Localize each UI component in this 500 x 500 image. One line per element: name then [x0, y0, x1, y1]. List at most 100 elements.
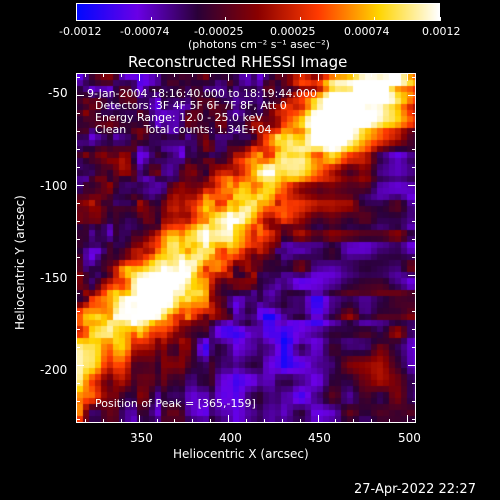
detectors-annotation: Detectors: 3F 4F 5F 6F 7F 8F, Att 0: [95, 99, 287, 112]
axis-tick-mark: [76, 239, 80, 240]
axis-tick-mark: [76, 185, 84, 186]
axis-tick-mark: [412, 383, 416, 384]
axis-tick-mark: [76, 149, 80, 150]
axis-tick-mark: [407, 73, 408, 81]
axis-tick-mark: [76, 203, 80, 204]
y-tick-label: -100: [40, 179, 68, 193]
colorbar-tick-label: -0.00025: [194, 25, 244, 38]
colorbar-tick-label: -0.00074: [120, 25, 170, 38]
axis-tick-mark: [335, 73, 336, 77]
axis-tick-mark: [353, 419, 354, 423]
axis-tick-mark: [210, 73, 211, 77]
axis-tick-mark: [76, 95, 84, 96]
axis-tick-mark: [76, 347, 80, 348]
axis-tick-mark: [76, 77, 80, 78]
colorbar-tick-label: 0.0012: [422, 25, 461, 38]
colorbar-tick-label: 0.00025: [270, 25, 316, 38]
axis-tick-mark: [371, 419, 372, 423]
axis-tick-mark: [76, 167, 80, 168]
colorbar-tick-label: 0.00074: [344, 25, 390, 38]
colorbar-tick-mark: [374, 17, 375, 21]
axis-tick-mark: [76, 257, 80, 258]
axis-tick-mark: [174, 419, 175, 423]
axis-tick-mark: [103, 419, 104, 423]
clean-annotation: Clean Total counts: 1.34E+04: [95, 123, 272, 136]
axis-tick-mark: [412, 257, 416, 258]
axis-tick-mark: [157, 73, 158, 77]
axis-tick-mark: [412, 221, 416, 222]
axis-tick-mark: [318, 73, 319, 81]
axis-tick-mark: [389, 73, 390, 77]
axis-tick-mark: [139, 415, 140, 423]
axis-tick-mark: [76, 293, 80, 294]
axis-tick-mark: [408, 95, 416, 96]
axis-tick-mark: [76, 221, 80, 222]
colorbar: [76, 3, 440, 21]
y-tick-label: -200: [40, 363, 68, 377]
axis-tick-mark: [412, 311, 416, 312]
axis-tick-mark: [85, 73, 86, 77]
axis-tick-mark: [412, 239, 416, 240]
axis-tick-mark: [76, 131, 80, 132]
colorbar-tick-mark: [440, 17, 441, 21]
axis-tick-mark: [412, 149, 416, 150]
axis-tick-mark: [103, 73, 104, 77]
rhessi-image: 9-Jan-2004 18:16:40.000 to 18:19:44.000 …: [76, 73, 416, 423]
axis-tick-mark: [412, 293, 416, 294]
y-tick-label: -50: [48, 86, 68, 100]
axis-tick-mark: [412, 401, 416, 402]
axis-tick-mark: [412, 419, 416, 420]
axis-tick-mark: [335, 419, 336, 423]
colorbar-tick-mark: [151, 17, 152, 21]
x-tick-label: 350: [130, 431, 153, 445]
axis-tick-mark: [371, 73, 372, 77]
axis-tick-mark: [408, 185, 416, 186]
colorbar-tick-mark: [76, 17, 77, 21]
peak-position-annotation: Position of Peak = [365,-159]: [95, 397, 256, 410]
axis-tick-mark: [282, 73, 283, 77]
axis-tick-mark: [210, 419, 211, 423]
axis-tick-mark: [246, 73, 247, 77]
image-title: Reconstructed RHESSI Image: [128, 53, 348, 71]
energy-range-annotation: Energy Range: 12.0 - 25.0 keV: [95, 111, 263, 124]
axis-tick-mark: [76, 113, 80, 114]
axis-tick-mark: [264, 73, 265, 77]
heatmap-canvas: [77, 74, 415, 422]
axis-tick-mark: [76, 365, 84, 366]
time-range-annotation: 9-Jan-2004 18:16:40.000 to 18:19:44.000: [87, 87, 317, 100]
axis-tick-mark: [228, 73, 229, 81]
y-axis-label: Heliocentric Y (arcsec): [13, 195, 27, 330]
x-tick-label: 500: [398, 431, 421, 445]
axis-tick-mark: [264, 419, 265, 423]
x-tick-label: 400: [219, 431, 242, 445]
colorbar-tick-mark: [225, 17, 226, 21]
axis-tick-mark: [282, 419, 283, 423]
axis-tick-mark: [389, 419, 390, 423]
axis-tick-mark: [412, 113, 416, 114]
axis-tick-mark: [412, 203, 416, 204]
axis-tick-mark: [76, 383, 80, 384]
axis-tick-mark: [192, 73, 193, 77]
axis-tick-mark: [300, 419, 301, 423]
axis-tick-mark: [407, 415, 408, 423]
x-axis-label: Heliocentric X (arcsec): [173, 447, 309, 461]
axis-tick-mark: [192, 419, 193, 423]
axis-tick-mark: [412, 167, 416, 168]
footer-date: 27-Apr-2022 22:27: [354, 482, 476, 497]
axis-tick-mark: [76, 419, 80, 420]
axis-tick-mark: [412, 329, 416, 330]
axis-tick-mark: [318, 415, 319, 423]
axis-tick-mark: [353, 73, 354, 77]
axis-tick-mark: [121, 419, 122, 423]
axis-tick-mark: [85, 419, 86, 423]
axis-tick-mark: [300, 73, 301, 77]
axis-tick-mark: [174, 73, 175, 77]
axis-tick-mark: [139, 73, 140, 81]
axis-tick-mark: [76, 311, 80, 312]
colorbar-tick-mark: [300, 17, 301, 21]
axis-tick-mark: [76, 401, 80, 402]
axis-tick-mark: [412, 131, 416, 132]
axis-tick-mark: [228, 415, 229, 423]
axis-tick-mark: [408, 275, 416, 276]
axis-tick-mark: [408, 365, 416, 366]
